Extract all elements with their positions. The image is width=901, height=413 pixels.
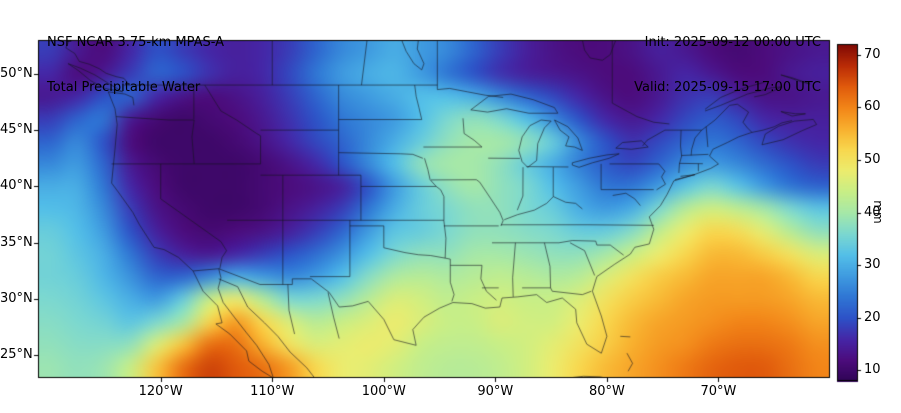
header-right: Init: 2025-09-12 00:00 UTC Valid: 2025-0…: [634, 5, 821, 125]
x-tick-label: 90°W: [477, 384, 514, 399]
colorbar-tick-label: 70: [864, 46, 881, 62]
colorbar-tick-label: 50: [864, 151, 881, 167]
x-tick-label: 100°W: [361, 384, 406, 399]
y-tick-label: 25°N: [0, 347, 33, 363]
y-tick-label: 35°N: [0, 234, 33, 250]
colorbar-tick-label: 30: [864, 257, 881, 273]
x-tick-label: 70°W: [700, 384, 737, 399]
colorbar-unit-label: mm: [871, 200, 885, 224]
y-tick-label: 40°N: [0, 178, 33, 194]
colorbar-tick-label: 40: [864, 204, 881, 220]
header-left: NSF NCAR 3.75-km MPAS-A Total Precipitab…: [47, 5, 224, 125]
y-tick-label: 30°N: [0, 291, 33, 307]
valid-time: Valid: 2025-09-15 17:00 UTC: [634, 80, 821, 95]
x-tick-label: 120°W: [138, 384, 183, 399]
y-tick-label: 45°N: [0, 122, 33, 138]
y-tick-label: 50°N: [0, 65, 33, 81]
colorbar-tick-label: 20: [864, 309, 881, 325]
model-title: NSF NCAR 3.75-km MPAS-A: [47, 35, 225, 50]
x-tick-label: 80°W: [588, 384, 625, 399]
x-tick-label: 110°W: [250, 384, 295, 399]
product-title: Total Precipitable Water: [47, 80, 201, 95]
init-time: Init: 2025-09-12 00:00 UTC: [644, 35, 821, 50]
colorbar-tick-label: 60: [864, 99, 881, 115]
colorbar-tick-label: 10: [864, 362, 881, 378]
